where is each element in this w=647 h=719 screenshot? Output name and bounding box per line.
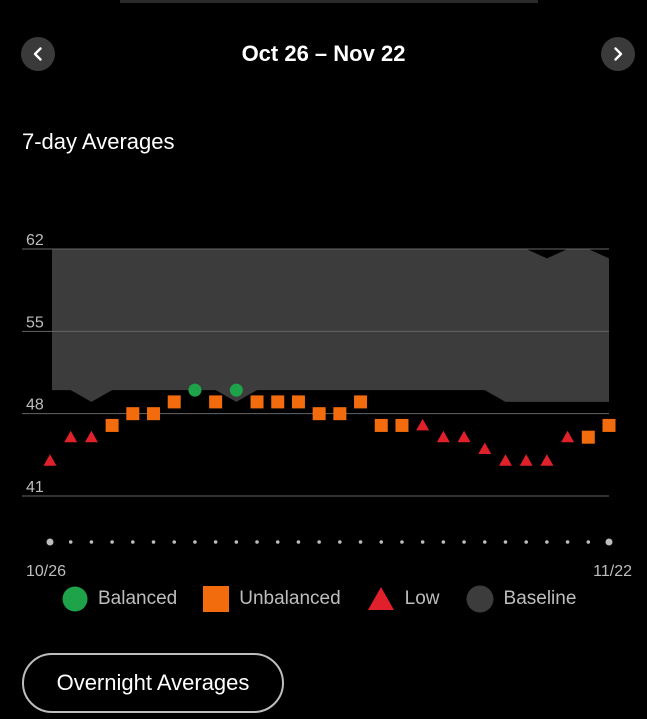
data-point-balanced bbox=[229, 383, 243, 397]
data-point-unbalanced bbox=[602, 418, 616, 432]
legend-label-balanced: Balanced bbox=[98, 588, 178, 609]
date-range-title: Oct 26 – Nov 22 bbox=[241, 41, 406, 66]
data-point-low bbox=[457, 430, 471, 443]
legend-label-baseline: Baseline bbox=[503, 588, 577, 609]
x-axis-dots-group bbox=[46, 538, 613, 546]
legend-item-baseline: Baseline bbox=[466, 585, 577, 613]
data-point-low bbox=[478, 442, 492, 454]
x-axis-dot bbox=[275, 540, 280, 544]
x-axis-dot bbox=[462, 540, 466, 544]
data-point-unbalanced bbox=[581, 430, 595, 444]
legend-label-low: Low bbox=[404, 588, 440, 609]
section-title: 7-day Averages bbox=[22, 129, 175, 154]
x-axis-dot bbox=[524, 540, 528, 544]
previous-period-button[interactable] bbox=[21, 37, 55, 71]
legend-item-balanced: Balanced bbox=[62, 586, 177, 612]
data-point-unbalanced bbox=[354, 395, 368, 409]
y-tick-label: 48 bbox=[26, 397, 44, 414]
x-axis-dot bbox=[110, 540, 114, 544]
data-point-low bbox=[540, 454, 554, 466]
data-point-unbalanced bbox=[147, 407, 161, 421]
data-points-group bbox=[43, 383, 616, 466]
x-axis-dot bbox=[131, 540, 135, 544]
x-axis-dot bbox=[503, 540, 508, 544]
data-point-unbalanced bbox=[209, 395, 223, 409]
x-start-label: 10/26 bbox=[26, 563, 66, 580]
data-point-unbalanced bbox=[312, 407, 326, 421]
balanced-circle-icon bbox=[62, 586, 88, 612]
x-axis-dot bbox=[89, 540, 94, 544]
hrv-averages-chart: 41 48 55 62 10/26 11/22 bbox=[22, 232, 632, 580]
x-axis-dot bbox=[172, 540, 177, 544]
data-point-unbalanced bbox=[250, 395, 264, 409]
baseline-band-group bbox=[52, 249, 609, 402]
data-point-low bbox=[519, 454, 533, 466]
legend-item-low: Low bbox=[367, 586, 440, 612]
x-axis-dot bbox=[586, 540, 591, 544]
legend-label-unbalanced: Unbalanced bbox=[239, 588, 341, 609]
chevron-left-icon bbox=[33, 47, 42, 61]
baseline-band bbox=[52, 249, 609, 402]
x-axis-dot bbox=[338, 540, 342, 544]
data-point-low bbox=[436, 430, 450, 443]
x-axis-dot bbox=[317, 540, 321, 544]
x-end-label: 11/22 bbox=[593, 563, 632, 580]
y-tick-label: 55 bbox=[26, 314, 44, 331]
top-divider bbox=[120, 0, 538, 3]
x-axis-dot bbox=[379, 540, 384, 544]
low-triangle-icon bbox=[367, 587, 394, 610]
x-axis-dot bbox=[400, 540, 404, 544]
x-axis-dot bbox=[482, 540, 487, 544]
data-point-unbalanced bbox=[126, 407, 140, 421]
data-point-low bbox=[561, 430, 575, 443]
overnight-averages-button[interactable]: Overnight Averages bbox=[22, 653, 284, 713]
data-point-unbalanced bbox=[374, 418, 388, 432]
x-axis-dot bbox=[151, 540, 156, 544]
x-axis-dot bbox=[255, 540, 259, 544]
data-point-unbalanced bbox=[333, 407, 347, 421]
next-period-button[interactable] bbox=[601, 37, 635, 71]
x-labels-group: 10/26 11/22 bbox=[26, 563, 632, 580]
y-tick-labels-group: 41 48 55 62 bbox=[26, 232, 44, 496]
data-point-balanced bbox=[188, 383, 202, 397]
x-axis-dot bbox=[193, 540, 197, 544]
data-point-low bbox=[64, 430, 78, 443]
chart-legend: Balanced Unbalanced Low Baseline bbox=[62, 585, 576, 613]
unbalanced-square-icon bbox=[203, 586, 230, 612]
x-axis-dot bbox=[234, 540, 239, 544]
x-axis-dot bbox=[441, 540, 446, 544]
data-point-unbalanced bbox=[105, 418, 119, 432]
data-point-low bbox=[498, 454, 512, 466]
baseline-circle-icon bbox=[466, 585, 494, 613]
x-axis-dot bbox=[545, 540, 549, 544]
data-point-unbalanced bbox=[291, 395, 305, 409]
data-point-low bbox=[84, 430, 98, 443]
x-axis-dot bbox=[420, 540, 425, 544]
x-axis-dot bbox=[213, 540, 218, 544]
x-axis-dot bbox=[68, 540, 73, 544]
x-axis-dot bbox=[296, 540, 301, 544]
x-axis-dot bbox=[358, 540, 363, 544]
x-axis-dot bbox=[565, 540, 570, 544]
legend-item-unbalanced: Unbalanced bbox=[203, 586, 341, 612]
x-axis-dot bbox=[46, 538, 54, 546]
data-point-unbalanced bbox=[395, 418, 409, 432]
data-point-low bbox=[416, 418, 430, 431]
x-axis-dot bbox=[605, 538, 613, 546]
data-point-unbalanced bbox=[167, 395, 181, 409]
data-point-unbalanced bbox=[271, 395, 285, 409]
y-tick-label: 41 bbox=[26, 479, 44, 496]
data-point-low bbox=[43, 454, 57, 466]
y-tick-label: 62 bbox=[26, 232, 44, 249]
chevron-right-icon bbox=[614, 47, 623, 61]
